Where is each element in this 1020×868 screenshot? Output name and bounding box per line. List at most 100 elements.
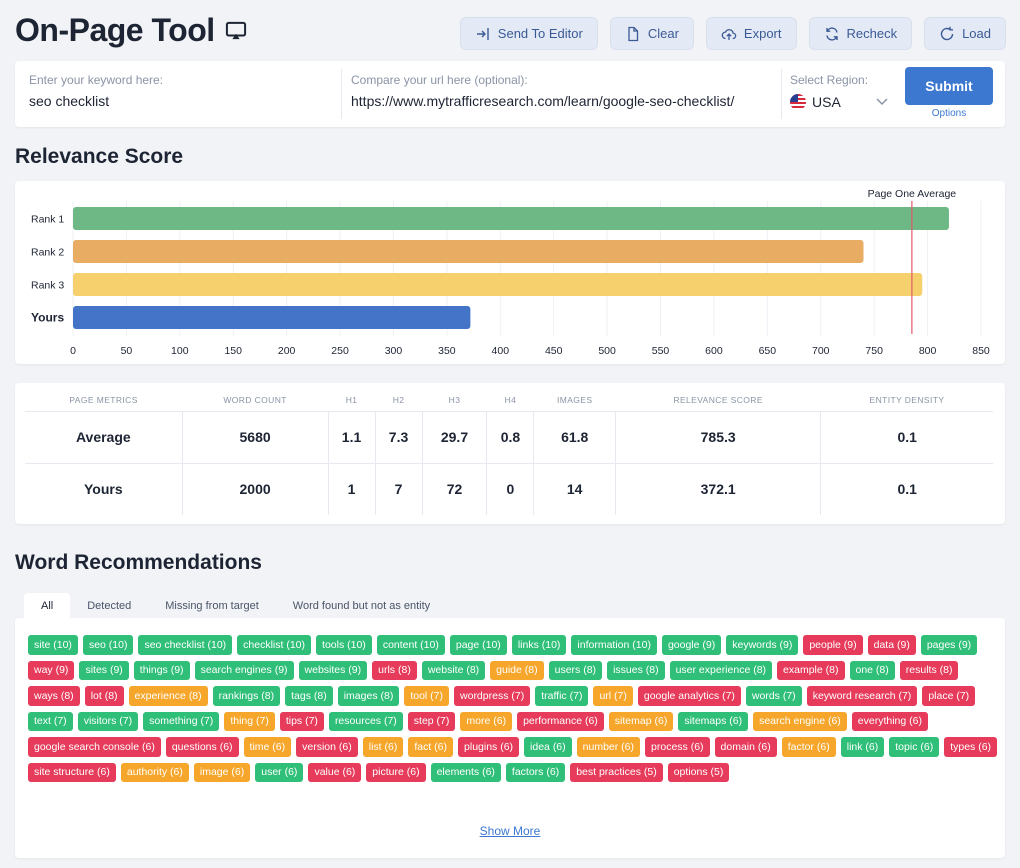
word-chip[interactable]: people (9) [803,635,863,655]
keyword-input[interactable]: seo checklist [29,93,110,109]
word-chip[interactable]: traffic (7) [535,686,589,706]
word-chip[interactable]: users (8) [548,660,603,680]
word-chip[interactable]: checklist (10) [237,635,312,655]
word-chip[interactable]: one (8) [849,660,895,680]
word-chip[interactable]: process (6) [645,737,710,757]
word-chip[interactable]: options (5) [667,762,730,782]
word-chip[interactable]: elements (6) [430,762,501,782]
word-chip[interactable]: types (6) [944,737,998,757]
word-chip[interactable]: results (8) [899,660,959,680]
word-chip[interactable]: performance (6) [517,711,604,731]
x-tick-label: 200 [278,345,296,357]
word-chip[interactable]: rankings (8) [212,686,281,706]
word-chip[interactable]: tool (7) [404,686,450,706]
word-chip[interactable]: thing (7) [224,711,275,731]
metrics-header-cell: H2 [375,389,423,412]
word-chip[interactable]: url (7) [593,686,633,706]
word-chip[interactable]: more (6) [460,711,513,731]
word-chip[interactable]: links (10) [511,635,567,655]
word-chip[interactable]: keywords (9) [726,635,799,655]
tab-detected[interactable]: Detected [87,599,132,612]
word-chip[interactable]: everything (6) [851,711,928,731]
word-chip[interactable]: lot (8) [84,686,124,706]
word-chip[interactable]: idea (6) [524,737,572,757]
word-chip[interactable]: data (9) [867,635,916,655]
url-input[interactable]: https://www.mytrafficresearch.com/learn/… [351,93,735,109]
word-chip[interactable]: pages (9) [920,635,978,655]
word-chip[interactable]: google (9) [661,635,722,655]
word-chip[interactable]: domain (6) [714,737,777,757]
word-chip[interactable]: sitemaps (6) [678,711,749,731]
metrics-header-row: PAGE METRICS WORD COUNT H1 H2 H3 H4 IMAGES RELE… [25,389,993,412]
word-chip[interactable]: keyword research (7) [806,686,918,706]
word-chip[interactable]: site (10) [28,635,78,655]
word-chip[interactable]: image (6) [193,762,251,782]
word-chip[interactable]: site structure (6) [28,762,116,782]
word-chip[interactable]: step (7) [407,711,456,731]
word-chip[interactable]: questions (6) [165,737,239,757]
word-chip[interactable]: visitors (7) [77,711,139,731]
x-tick-label: 500 [598,345,616,357]
clear-button[interactable]: Clear [609,17,694,50]
word-chip[interactable]: things (9) [133,660,190,680]
word-chip[interactable]: factor (6) [781,737,836,757]
recheck-button[interactable]: Recheck [808,17,913,50]
word-chip[interactable]: plugins (6) [458,737,520,757]
word-chip[interactable]: something (7) [143,711,220,731]
word-chip[interactable]: time (6) [243,737,292,757]
word-chip[interactable]: page (10) [449,635,507,655]
word-chip[interactable]: ways (8) [28,686,80,706]
word-chip[interactable]: tips (7) [279,711,324,731]
region-select[interactable]: USA [790,91,894,113]
word-chip[interactable]: sitemap (6) [608,711,674,731]
word-chip[interactable]: example (8) [777,660,845,680]
word-chip[interactable]: list (6) [362,737,404,757]
word-chip[interactable]: resources (7) [328,711,403,731]
word-chip[interactable]: version (6) [296,737,358,757]
word-chip[interactable]: content (10) [376,635,445,655]
word-chip[interactable]: website (8) [421,660,486,680]
word-chip[interactable]: way (9) [28,660,75,680]
word-chip[interactable]: text (7) [28,711,73,731]
show-more-link[interactable]: Show More [479,824,541,838]
word-chip[interactable]: seo (10) [82,635,134,655]
word-chip[interactable]: user experience (8) [669,660,773,680]
word-chip[interactable]: issues (8) [607,660,665,680]
word-chip[interactable]: sites (9) [79,660,129,680]
word-chip[interactable]: best practices (5) [570,762,663,782]
word-chip[interactable]: images (8) [337,686,400,706]
load-button[interactable]: Load [924,17,1006,50]
tab-all[interactable]: All [24,593,71,618]
word-chip[interactable]: wordpress (7) [454,686,531,706]
tab-missing-from-target[interactable]: Missing from target [165,599,259,612]
word-chip[interactable]: authority (6) [120,762,189,782]
word-chip[interactable]: information (10) [571,635,657,655]
word-chip[interactable]: fact (6) [408,737,454,757]
word-chip[interactable]: user (6) [255,762,304,782]
word-chip[interactable]: google search console (6) [28,737,161,757]
word-chip[interactable]: urls (8) [372,660,417,680]
word-chip[interactable]: value (6) [308,762,362,782]
word-chip[interactable]: websites (9) [298,660,368,680]
word-chip[interactable]: experience (8) [128,686,208,706]
tab-word-found-but-not-as-entity[interactable]: Word found but not as entity [292,599,431,612]
bar-category-label: Rank 1 [31,214,64,226]
options-link[interactable]: Options [931,108,967,119]
word-chip[interactable]: link (6) [840,737,885,757]
word-chip[interactable]: search engines (9) [194,660,294,680]
word-chip[interactable]: number (6) [576,737,641,757]
word-chip[interactable]: factors (6) [505,762,566,782]
word-chip[interactable]: place (7) [922,686,976,706]
word-chip[interactable]: guide (8) [490,660,544,680]
word-chip[interactable]: google analytics (7) [637,686,741,706]
word-chip[interactable]: words (7) [745,686,802,706]
export-button[interactable]: Export [705,17,797,50]
word-chip[interactable]: tags (8) [285,686,333,706]
send-to-editor-button[interactable]: Send To Editor [459,17,598,50]
word-chip[interactable]: picture (6) [366,762,426,782]
submit-button[interactable]: Submit [905,67,993,105]
word-chip[interactable]: topic (6) [889,737,940,757]
word-chip[interactable]: search engine (6) [753,711,847,731]
word-chip[interactable]: tools (10) [316,635,372,655]
word-chip[interactable]: seo checklist (10) [138,635,233,655]
